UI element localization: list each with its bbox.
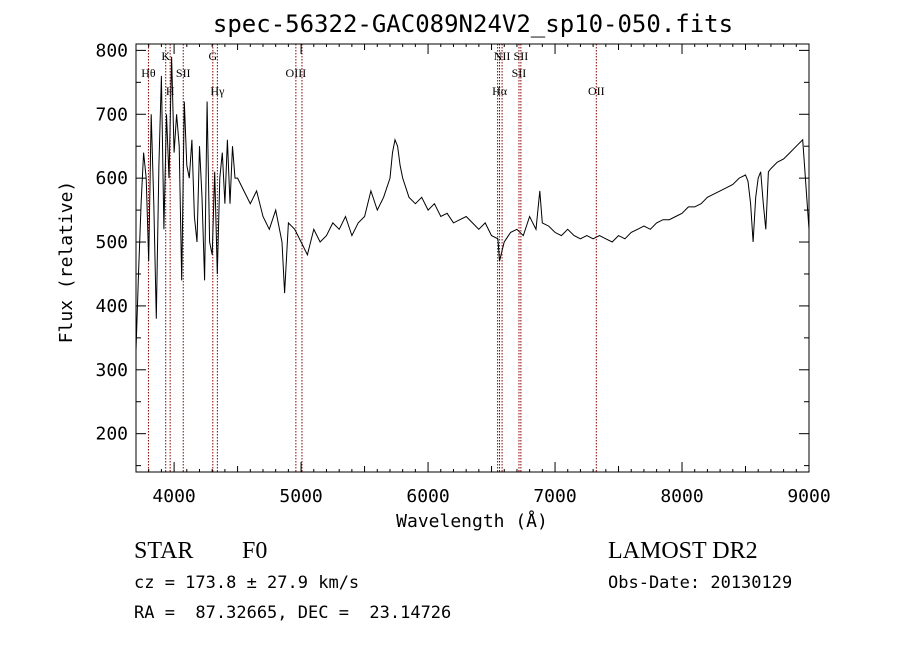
redshift-value: cz = 173.8 ± 27.9 km/s <box>134 573 360 593</box>
y-tick-label: 600 <box>95 168 128 189</box>
y-tick-label: 400 <box>95 296 128 317</box>
x-tick-label: 7000 <box>533 486 576 507</box>
chart-title: spec-56322-GAC089N24V2_sp10-050.fits <box>213 10 733 38</box>
line-label: Hθ <box>141 66 156 80</box>
line-label: SII <box>514 49 529 63</box>
emission-line-markers <box>147 44 597 472</box>
line-label: Hα <box>492 84 508 98</box>
line-label: OIII <box>286 66 307 80</box>
obs-date: Obs-Date: 20130129 <box>608 573 793 593</box>
y-axis-ticks: 200 300 400 500 600 700 800 <box>95 40 809 467</box>
y-tick-label: 700 <box>95 104 128 125</box>
x-tick-label: 9000 <box>787 486 830 507</box>
line-label: H <box>166 84 175 98</box>
line-label: SII <box>176 66 191 80</box>
object-class: STAR <box>134 538 194 564</box>
x-tick-label: 4000 <box>152 486 195 507</box>
y-axis-label: Flux (relative) <box>56 181 77 344</box>
survey-name: LAMOST DR2 <box>608 538 758 564</box>
line-label: SII <box>512 66 527 80</box>
plot-frame <box>135 43 810 473</box>
y-tick-label: 300 <box>95 360 128 381</box>
subclass: F0 <box>242 538 268 564</box>
line-label: G <box>208 49 217 63</box>
x-tick-label: 5000 <box>279 486 322 507</box>
y-tick-label: 500 <box>95 232 128 253</box>
y-tick-label: 200 <box>95 424 128 445</box>
spectrum-line <box>135 56 810 351</box>
x-axis-label: Wavelength (Å) <box>396 510 548 532</box>
line-label: Hγ <box>210 84 225 98</box>
y-tick-label: 800 <box>95 40 128 61</box>
line-label: NII <box>494 49 511 63</box>
x-axis-ticks: 4000 5000 6000 7000 8000 9000 <box>135 44 831 507</box>
line-label: K <box>161 49 170 63</box>
x-tick-label: 6000 <box>406 486 449 507</box>
x-tick-label: 8000 <box>660 486 703 507</box>
coordinates: RA = 87.32665, DEC = 23.14726 <box>134 603 452 623</box>
line-label: OII <box>588 84 605 98</box>
